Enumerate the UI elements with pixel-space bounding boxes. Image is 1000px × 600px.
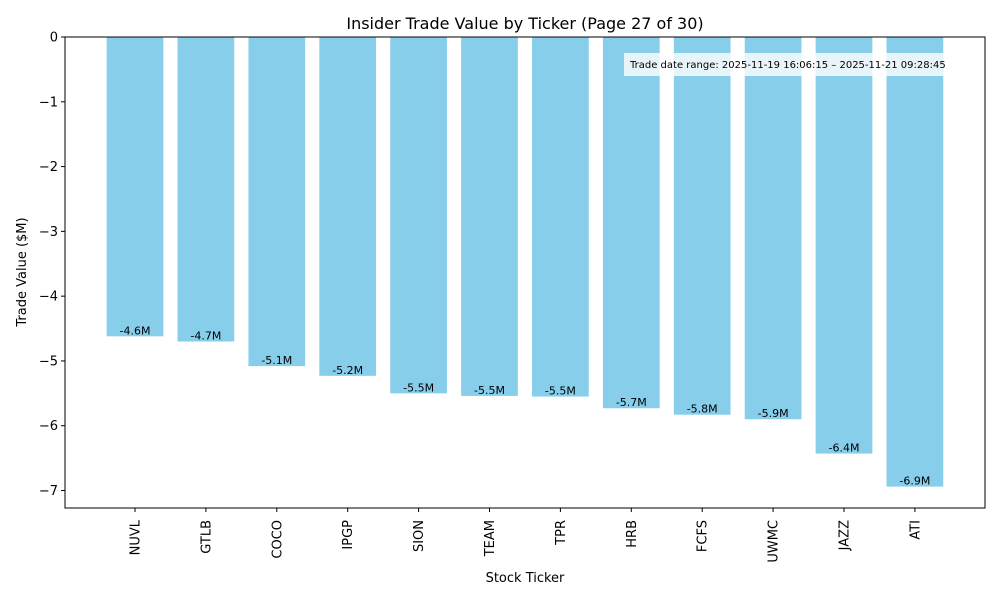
axes-group — [64, 36, 986, 509]
bar-coco — [248, 37, 306, 367]
annotation-group: Trade date range: 2025-11-19 16:06:15 – … — [624, 53, 986, 76]
x-axis-label: Stock Ticker — [486, 571, 565, 586]
y-tick-label: −2 — [39, 160, 58, 175]
x-tick-label-ipgp: IPGP — [341, 520, 356, 550]
x-tick-label-tpr: TPR — [554, 520, 569, 546]
y-tick-label: −7 — [39, 484, 58, 499]
x-tick-label-fcfs: FCFS — [696, 520, 711, 552]
y-tick-label: −3 — [39, 225, 58, 240]
bar-gtlb — [177, 37, 235, 342]
x-tick-label-sion: SION — [412, 520, 427, 552]
bar-nuvl — [106, 37, 164, 337]
x-tick-label-nuvl: NUVL — [129, 519, 144, 555]
y-tick-label: −4 — [39, 290, 58, 305]
data-label-gtlb: -4.7M — [190, 329, 221, 342]
bar-tpr — [532, 37, 589, 397]
bar-hrb — [602, 37, 660, 409]
bar-sion — [390, 37, 447, 394]
data-label-ipgp: -5.2M — [332, 364, 363, 377]
x-tick-label-gtlb: GTLB — [199, 520, 214, 554]
plot-frame — [64, 36, 986, 509]
bars-group — [106, 37, 944, 487]
y-axis-label: Trade Value ($M) — [15, 217, 30, 327]
x-tick-label-ati: ATI — [908, 520, 923, 540]
y-ticks-group: 0 −1 −2 −3 −4 −5 −6 −7 — [39, 31, 65, 499]
data-label-uwmc: -5.9M — [758, 407, 789, 420]
data-label-coco: -5.1M — [261, 354, 292, 367]
data-label-sion: -5.5M — [403, 381, 434, 394]
annotation-box — [624, 53, 986, 76]
y-tick-label: −5 — [39, 354, 58, 369]
data-label-jazz: -6.4M — [829, 442, 860, 455]
data-label-ati: -6.9M — [899, 475, 930, 488]
data-label-tpr: -5.5M — [545, 385, 576, 398]
bar-fcfs — [673, 37, 731, 415]
y-tick-label: −6 — [39, 419, 58, 434]
y-tick-label: −1 — [39, 95, 58, 110]
data-label-hrb: -5.7M — [616, 396, 647, 409]
x-tick-label-team: TEAM — [483, 520, 498, 557]
bar-ati — [886, 37, 944, 487]
data-label-fcfs: -5.8M — [687, 403, 718, 416]
x-tick-label-jazz: JAZZ — [838, 520, 853, 551]
data-labels-group: -4.6M -4.7M -5.1M -5.2M -5.5M -5.5M -5.5M -5.7M… — [120, 324, 931, 487]
x-tick-label-uwmc: UWMC — [767, 520, 782, 563]
bar-ipgp — [319, 37, 377, 376]
data-label-nuvl: -4.6M — [120, 324, 151, 337]
chart-title: Insider Trade Value by Ticker (Page 27 o… — [346, 14, 703, 33]
y-tick-label: 0 — [50, 31, 58, 46]
bar-uwmc — [744, 37, 802, 420]
x-ticks-group: NUVL GTLB COCO IPGP SION TEAM TPR HRB FCFS UWMC JA… — [129, 508, 923, 563]
annotation-text: Trade date range: 2025-11-19 16:06:15 – … — [629, 60, 946, 71]
x-tick-label-coco: COCO — [270, 520, 285, 559]
data-label-team: -5.5M — [474, 384, 505, 397]
bar-team — [461, 37, 518, 396]
bar-jazz — [815, 37, 873, 454]
x-tick-label-hrb: HRB — [625, 520, 640, 548]
